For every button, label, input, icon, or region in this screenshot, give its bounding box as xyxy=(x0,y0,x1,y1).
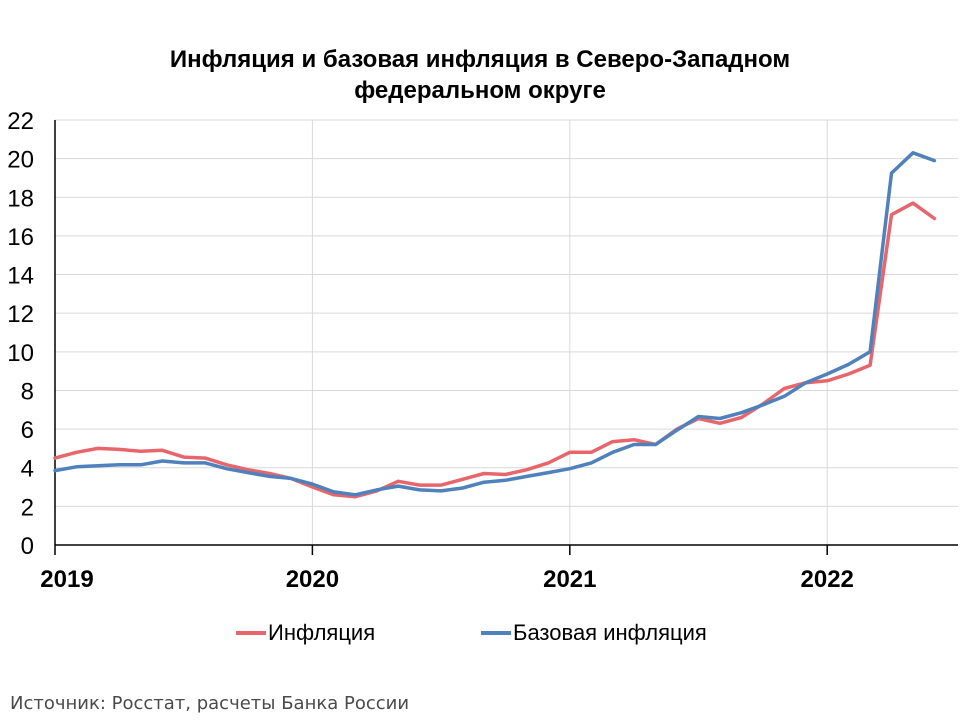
y-tick-label: 0 xyxy=(21,533,34,560)
y-tick-label: 18 xyxy=(7,185,34,212)
y-tick-label: 12 xyxy=(7,301,34,328)
y-tick-label: 22 xyxy=(7,108,34,135)
y-tick-label: 14 xyxy=(7,263,34,290)
legend-swatch-core-inflation xyxy=(481,631,511,635)
y-tick-label: 8 xyxy=(21,378,34,405)
x-tick-label: 2022 xyxy=(801,566,854,593)
grid-lines xyxy=(55,119,958,545)
chart-title-line-1: Инфляция и базовая инфляция в Северо-Зап… xyxy=(169,46,791,73)
source-note: Источник: Росстат, расчеты Банка России xyxy=(10,693,410,714)
series-lines xyxy=(53,151,937,499)
legend-item-inflation: Инфляция xyxy=(236,620,375,646)
chart-title: Инфляция и базовая инфляция в Северо-Зап… xyxy=(0,44,960,106)
y-tick-label: 10 xyxy=(7,340,34,367)
x-axis-tick-labels: 2019 2020 2021 2022 xyxy=(40,566,854,593)
legend-label-core-inflation: Базовая инфляция xyxy=(513,620,707,645)
y-axis-tick-labels: 0 2 4 6 8 10 12 14 16 18 20 22 xyxy=(7,108,34,560)
y-tick-label: 16 xyxy=(7,224,34,251)
x-tick-label: 2020 xyxy=(286,566,339,593)
y-tick-label: 4 xyxy=(21,456,34,483)
y-tick-label: 6 xyxy=(21,417,34,444)
chart-title-line-2: федеральном округе xyxy=(354,77,606,104)
series-line-inflation xyxy=(53,201,937,499)
x-tick-label: 2019 xyxy=(40,566,93,593)
y-tick-label: 2 xyxy=(21,494,34,521)
series-line-core-inflation xyxy=(53,151,937,497)
legend-item-core-inflation: Базовая инфляция xyxy=(481,620,707,646)
legend-swatch-inflation xyxy=(236,631,266,635)
legend-label-inflation: Инфляция xyxy=(268,620,376,645)
axes xyxy=(54,120,958,555)
legend: Инфляция Базовая инфляция xyxy=(0,620,960,650)
x-tick-label: 2021 xyxy=(543,566,596,593)
y-tick-label: 20 xyxy=(7,147,34,174)
